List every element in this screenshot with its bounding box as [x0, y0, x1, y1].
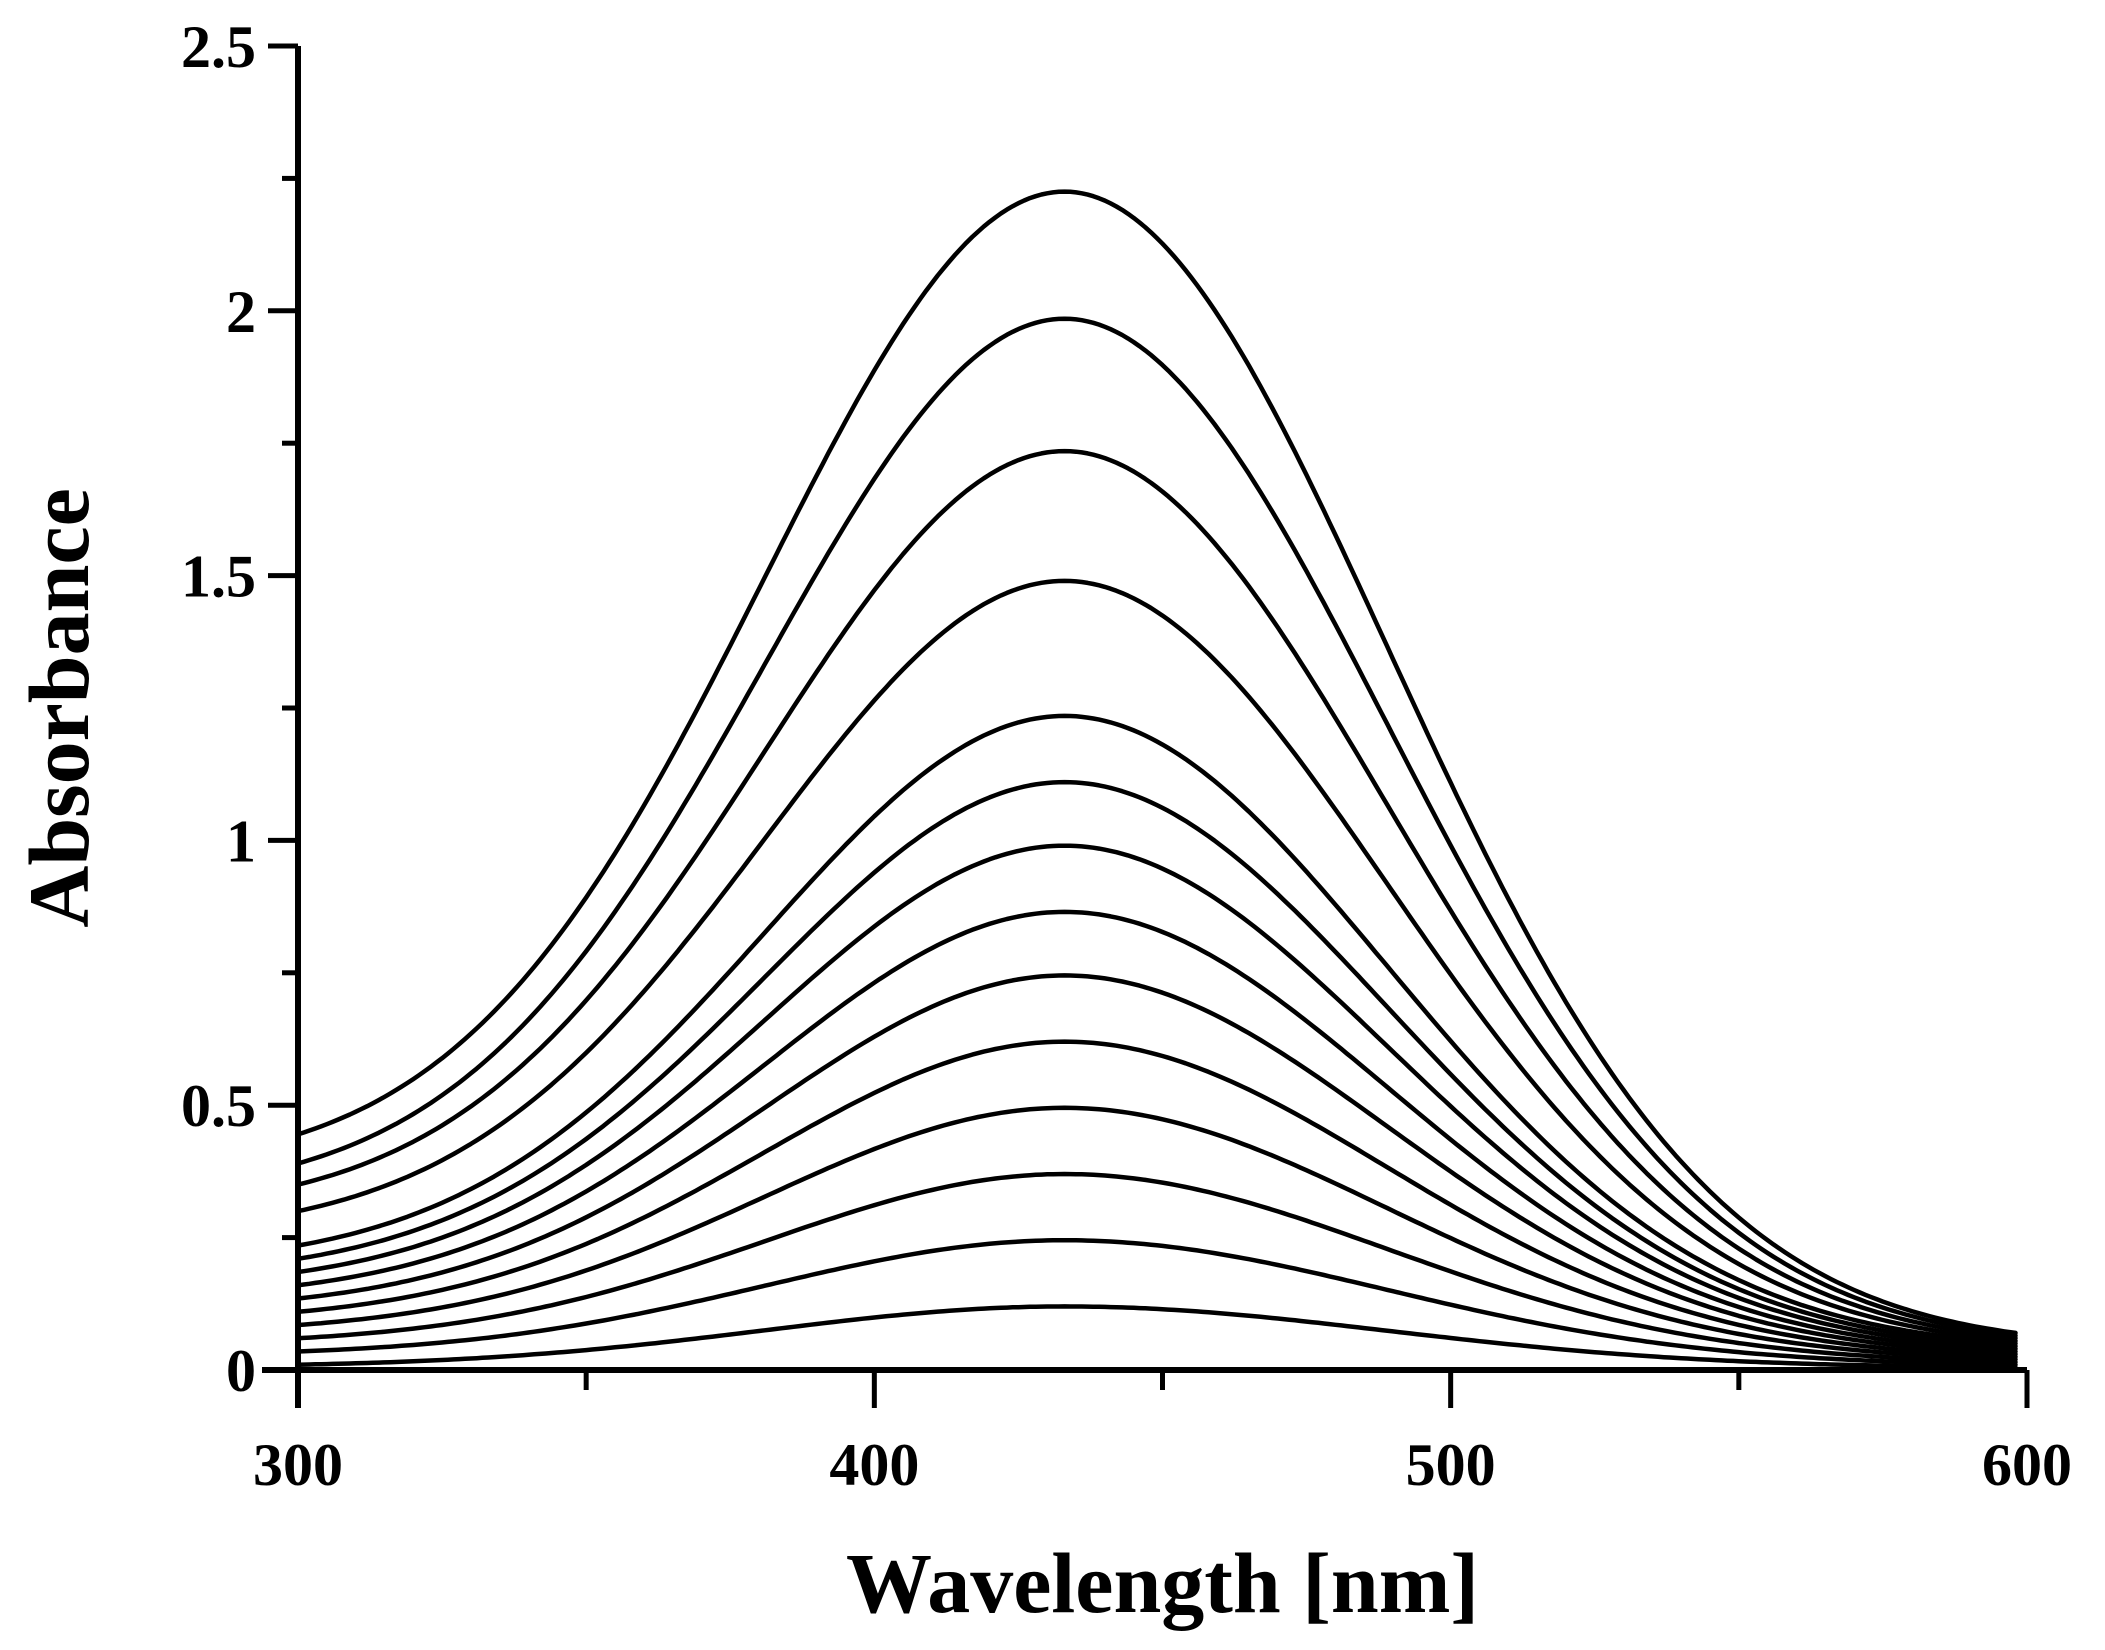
y-tick-label: 2.5 — [181, 14, 256, 80]
x-tick-label: 300 — [253, 1432, 343, 1498]
tick-labels: 0 0.5 1 1.5 2 2.5 300 400 500 600 — [181, 14, 2072, 1498]
absorbance-curve — [295, 1304, 2018, 1370]
absorbance-curve — [295, 1105, 2018, 1362]
series-group — [295, 189, 2018, 1370]
y-tick-label: 1 — [226, 808, 256, 874]
absorbance-curve — [295, 1237, 2018, 1367]
y-tick-label: 2 — [226, 279, 256, 345]
absorbance-curve — [295, 1171, 2018, 1365]
absorbance-curve — [295, 1039, 2018, 1360]
x-tick-label: 600 — [1982, 1432, 2072, 1498]
absorbance-curve — [295, 448, 2018, 1341]
y-axis-title: Absorbance — [11, 488, 107, 928]
y-tick-label: 0.5 — [181, 1073, 256, 1139]
x-tick-label: 400 — [829, 1432, 919, 1498]
axes — [262, 46, 2027, 1408]
absorbance-curve — [295, 973, 2018, 1357]
x-tick-label: 500 — [1406, 1432, 1496, 1498]
y-tick-label: 1.5 — [181, 544, 256, 610]
absorbance-curve — [295, 843, 2018, 1352]
ticks — [268, 43, 2030, 1408]
absorbance-curve — [295, 189, 2018, 1336]
absorbance-curve — [295, 779, 2018, 1349]
x-axis-title: Wavelength [nm] — [846, 1535, 1479, 1631]
absorbance-curve — [295, 578, 2018, 1344]
absorbance-curve — [295, 909, 2018, 1354]
y-tick-label: 0 — [226, 1338, 256, 1404]
absorbance-curve — [295, 713, 2018, 1346]
absorbance-curve — [295, 316, 2018, 1338]
